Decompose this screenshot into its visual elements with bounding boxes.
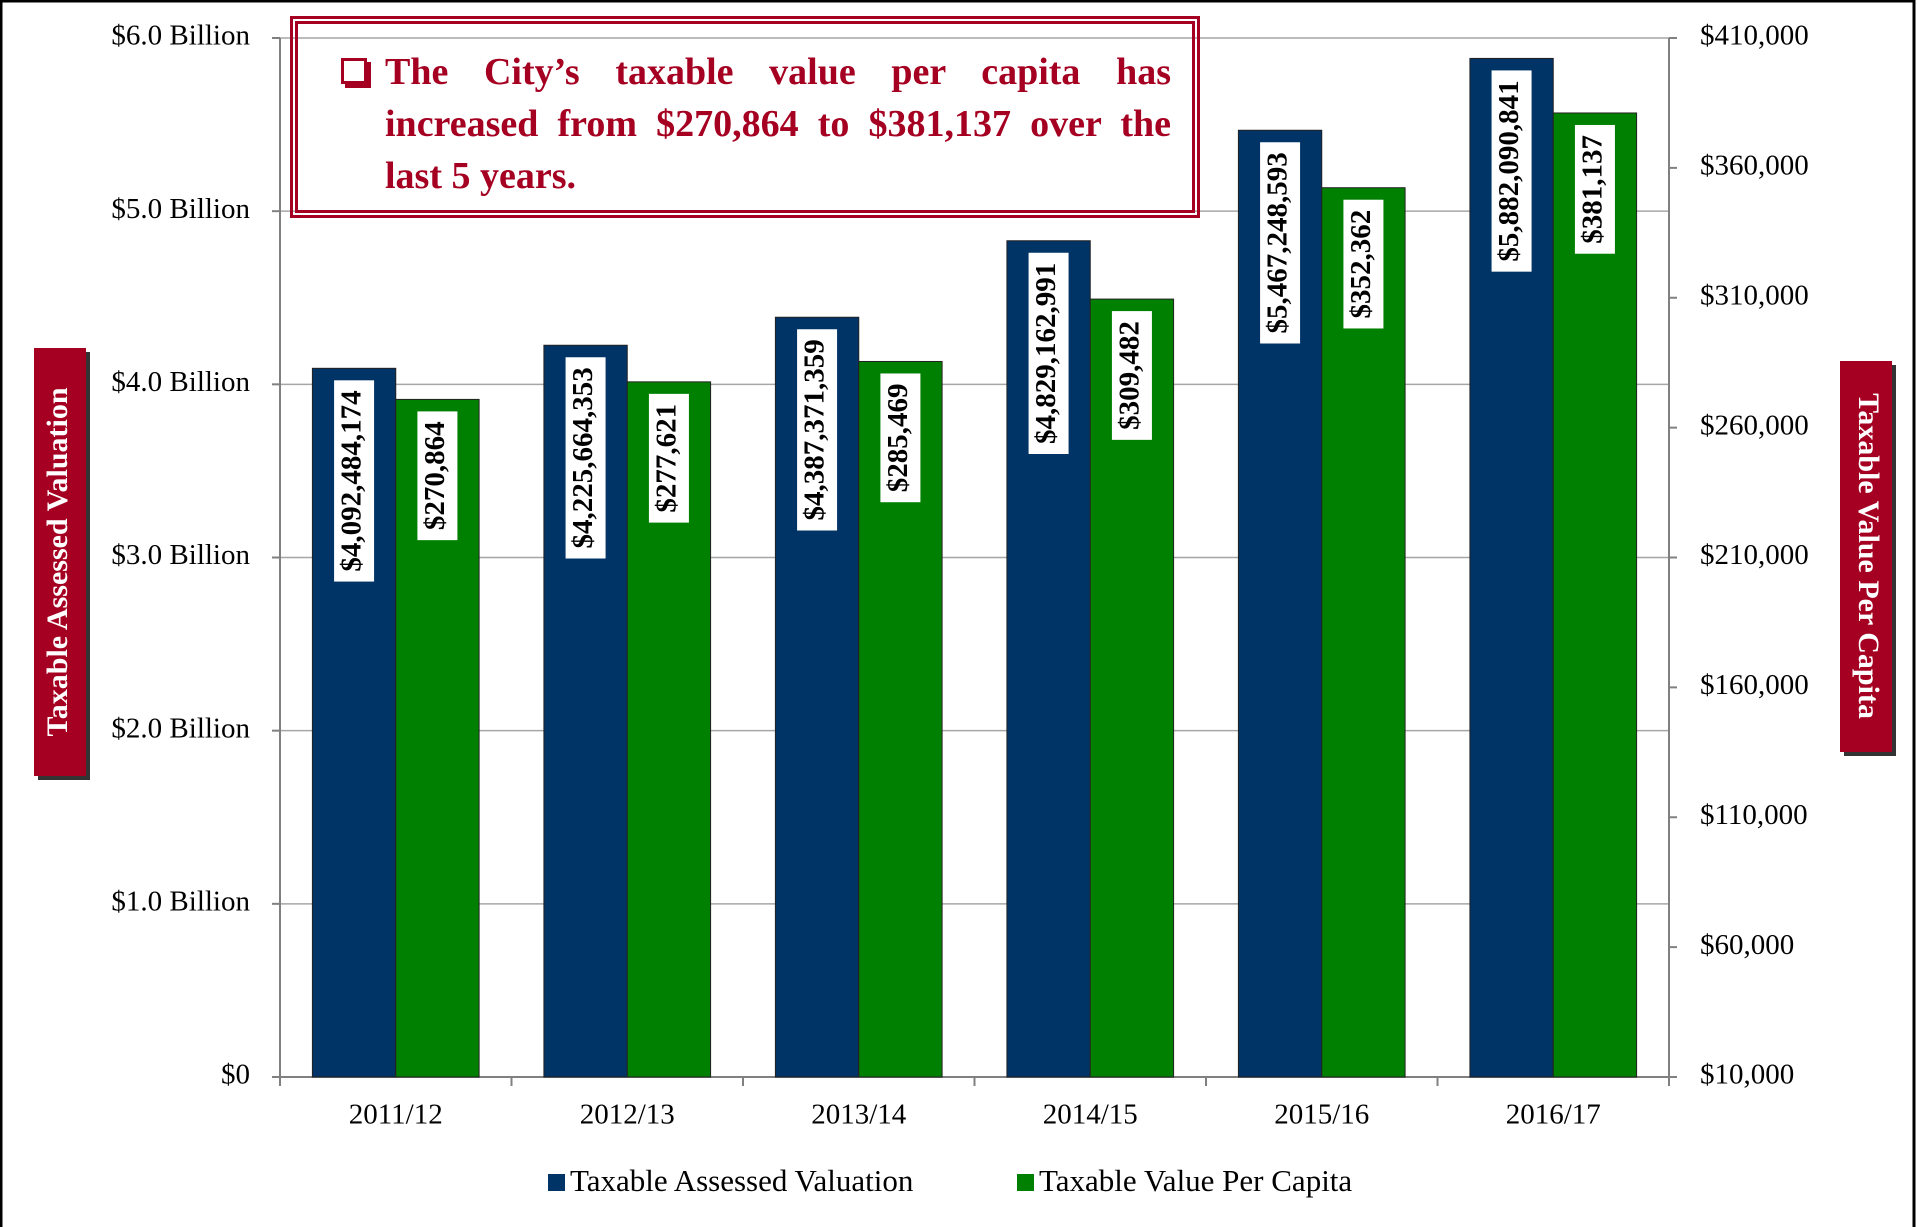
ylabel-box [34,348,86,776]
value-label-box [1111,311,1152,440]
annotation-box: The City’s taxable value per capita has … [290,16,1200,218]
legend-label: Taxable Assessed Valuation [570,1163,914,1198]
y-tick-label: $2.0 Billion [111,712,250,744]
value-label-box [1260,142,1301,344]
legend-label: Taxable Value Per Capita [1039,1163,1352,1198]
legend-swatch [1017,1174,1034,1191]
y2-tick-label: $10,000 [1700,1059,1794,1091]
value-label: $4,092,484,174 [336,390,368,571]
bar [1321,187,1406,1078]
x-tick-label: 2015/16 [1274,1099,1369,1131]
value-label: $277,621 [651,404,683,513]
value-label: $4,829,162,991 [1030,263,1062,444]
y2-tick-label: $310,000 [1700,279,1809,311]
y-tick-label: $6.0 Billion [111,20,250,52]
value-label-box [880,373,921,503]
annotation: The City’s taxable value per capita has … [385,51,1171,197]
value-label-box [1491,70,1532,272]
y2-tick-label: $260,000 [1700,409,1809,441]
y-tick-label: $0 [221,1059,250,1091]
value-label: $5,467,248,593 [1262,152,1294,333]
y2-tick-label: $360,000 [1700,150,1809,182]
value-label-box [1343,199,1384,329]
y2label-box [1840,361,1892,752]
x-tick-label: 2012/13 [580,1099,675,1131]
x-tick-label: 2013/14 [811,1099,907,1131]
y-tick-label: $5.0 Billion [111,193,250,225]
bullet [341,58,367,84]
value-label-box [565,357,606,559]
x-tick-label: 2011/12 [349,1099,443,1131]
value-label: $270,864 [419,421,451,530]
value-label-box [648,393,689,523]
value-label-box [797,329,838,531]
value-label-box [334,380,375,582]
value-label: $352,362 [1345,210,1377,319]
y2-tick-label: $410,000 [1700,20,1809,52]
value-label: $4,387,371,359 [799,339,831,520]
value-label-box [1574,124,1615,254]
value-label-box [417,411,458,541]
x-tick-label: 2014/15 [1043,1099,1138,1131]
y2-axis-title: Taxable Value Per Capita [1852,393,1885,719]
y-tick-label: $3.0 Billion [111,539,250,571]
y-axis-title: Taxable Assessed Valuation [41,387,74,736]
bar [1552,112,1638,1078]
y2-tick-label: $110,000 [1700,799,1808,831]
value-label: $381,137 [1577,135,1609,244]
y-tick-label: $4.0 Billion [111,366,250,398]
y2-tick-label: $210,000 [1700,539,1809,571]
legend-swatch [548,1174,565,1191]
y2-tick-label: $60,000 [1700,929,1794,961]
value-label: $5,882,090,841 [1493,80,1525,261]
value-label: $285,469 [882,383,914,492]
value-label: $4,225,664,353 [567,367,599,548]
value-label: $309,482 [1114,321,1146,430]
value-label-box [1028,252,1069,454]
y2-tick-label: $160,000 [1700,669,1809,701]
x-tick-label: 2016/17 [1506,1099,1601,1131]
y-tick-label: $1.0 Billion [111,885,250,917]
